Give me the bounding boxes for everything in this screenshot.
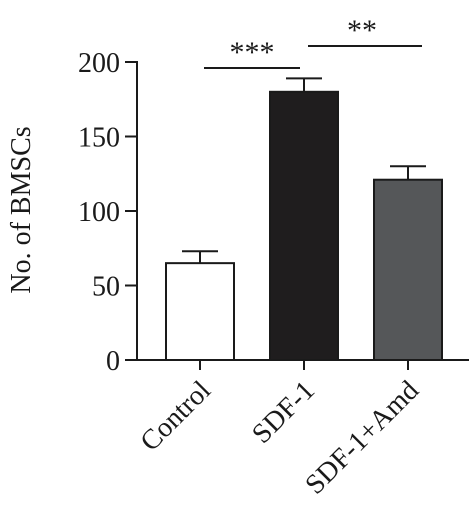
significance-label: *** xyxy=(230,36,275,69)
x-tick-label-control: Control xyxy=(135,375,218,458)
error-bars xyxy=(182,77,426,264)
x-tick-label-sdf-1-amd: SDF-1+Amd xyxy=(299,375,425,501)
y-tick-label: 100 xyxy=(78,197,120,228)
significance-annotations: ***** xyxy=(204,14,422,69)
y-tick-label: 150 xyxy=(78,123,120,154)
y-tick-label: 200 xyxy=(78,48,120,79)
y-tick-labels: 0 50 100 150 200 xyxy=(78,48,120,377)
bars xyxy=(165,90,443,362)
bar-sdf-1-amd xyxy=(373,178,443,361)
significance-label: ** xyxy=(347,14,377,47)
y-tick-label: 0 xyxy=(106,346,120,377)
y-tick-label: 50 xyxy=(92,272,120,303)
y-axis-label: No. of BMSCs xyxy=(6,126,37,293)
bar-sdf-1 xyxy=(269,90,339,362)
bar-control xyxy=(165,262,235,361)
x-tick-label-sdf-1: SDF-1 xyxy=(246,375,321,450)
